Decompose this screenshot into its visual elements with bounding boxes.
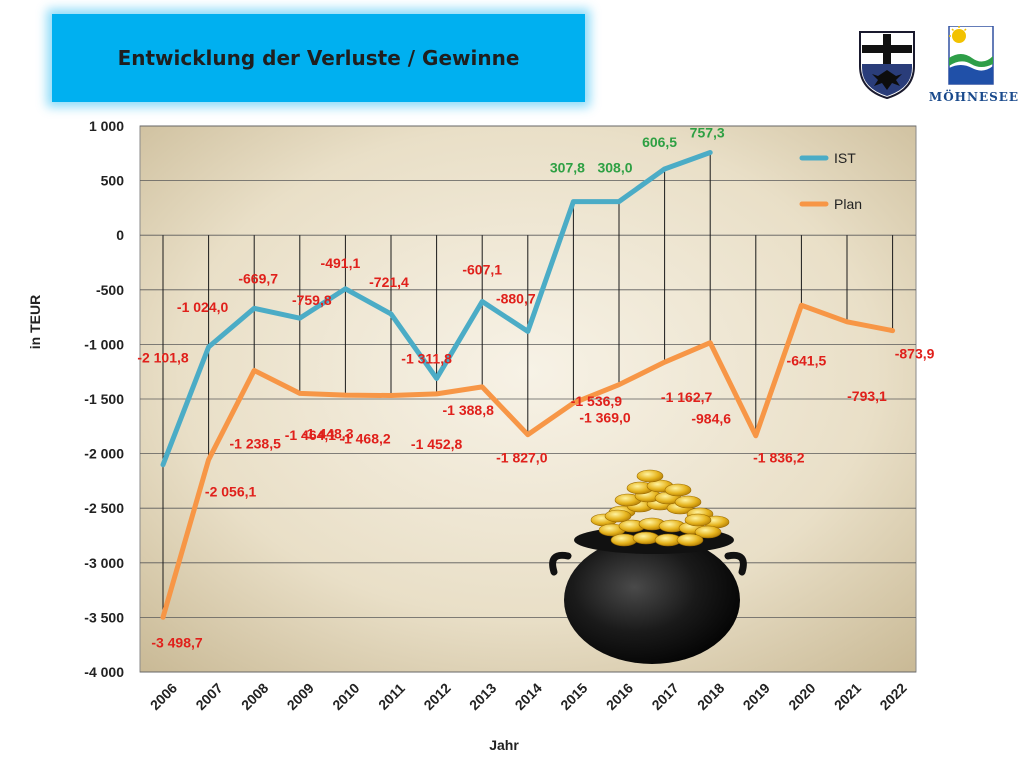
data-label: -641,5 — [787, 352, 827, 368]
gold-coin — [674, 495, 702, 509]
x-tick-label: 2006 — [147, 680, 180, 713]
y-tick-label: -2 500 — [84, 500, 124, 516]
y-axis-label: in TEUR — [27, 295, 43, 349]
data-labels: -2 101,8 -3 498,7 -1 024,0 -2 056,1 -669,7 -1… — [137, 125, 934, 651]
y-tick-label: -500 — [96, 282, 124, 298]
y-tick-label: -2 000 — [84, 446, 124, 462]
x-tick-label: 2013 — [466, 680, 499, 713]
data-label: -793,1 — [847, 388, 887, 404]
data-label: -669,7 — [238, 270, 278, 286]
pot-handle-right — [724, 551, 747, 576]
x-tick-label: 2022 — [876, 680, 909, 713]
series-lines — [160, 150, 896, 620]
x-tick-label: 2016 — [603, 680, 636, 713]
data-label: -1 536,9 — [571, 393, 623, 409]
data-label: -1 238,5 — [230, 435, 282, 451]
gold-coin — [694, 525, 722, 539]
series-line-ist — [160, 150, 713, 468]
y-tick-label: -1 000 — [84, 336, 124, 352]
page-title: Entwicklung der Verluste / Gewinne — [117, 46, 520, 70]
data-label: -1 162,7 — [661, 389, 713, 405]
data-label: -1 388,8 — [443, 402, 495, 418]
series-line-plan — [160, 302, 896, 620]
data-label: -607,1 — [462, 261, 502, 277]
y-tick-label: 500 — [101, 173, 125, 189]
gold-pot-image — [549, 469, 747, 664]
legend-label: IST — [834, 150, 856, 166]
moehnesee-logo-icon — [948, 26, 994, 85]
data-label: -1 452,8 — [411, 436, 463, 452]
x-tick-label: 2008 — [238, 680, 271, 713]
x-tick-label: 2019 — [740, 680, 773, 713]
y-tick-label: -3 500 — [84, 609, 124, 625]
data-label: -1 448,3 — [302, 425, 354, 441]
data-label: -1 468,2 — [339, 431, 391, 447]
y-tick-label: -1 500 — [84, 391, 124, 407]
gold-coin — [610, 533, 638, 547]
data-label: -1 836,2 — [753, 450, 805, 466]
data-label: -491,1 — [321, 255, 361, 271]
data-label: -880,7 — [496, 290, 536, 306]
x-tick-label: 2021 — [831, 680, 864, 713]
gold-coin — [664, 483, 692, 497]
x-tick-label: 2018 — [694, 680, 727, 713]
coat-of-arms-icon — [859, 31, 915, 100]
data-label: -1 024,0 — [177, 299, 229, 315]
gold-coin — [676, 533, 704, 547]
data-label: -1 311,8 — [401, 350, 452, 366]
gold-coin — [636, 469, 664, 483]
x-tick-label: 2009 — [284, 680, 317, 713]
logo-text: MÖHNESEE — [928, 90, 1020, 104]
legend: IST Plan — [799, 150, 862, 212]
data-label: -3 498,7 — [151, 634, 203, 650]
x-axis-label: Jahr — [489, 737, 519, 753]
pot-body — [564, 536, 740, 664]
y-tick-label: -4 000 — [84, 664, 124, 680]
data-label: -1 369,0 — [579, 410, 631, 426]
data-label: -2 101,8 — [137, 350, 189, 366]
data-label: -873,9 — [895, 346, 935, 362]
data-label: 606,5 — [642, 134, 677, 150]
x-axis-ticks: 2006 2007 2008 2009 2010 2011 2012 2013 2014 2015… — [147, 680, 910, 713]
data-label: -2 056,1 — [205, 484, 257, 500]
y-tick-label: 0 — [116, 227, 124, 243]
data-label: 308,0 — [597, 160, 632, 176]
y-tick-label: 1 000 — [89, 118, 124, 134]
x-tick-label: 2010 — [329, 680, 362, 713]
title-box: Entwicklung der Verluste / Gewinne — [52, 14, 585, 102]
gold-coin — [632, 531, 660, 545]
x-tick-label: 2007 — [192, 680, 225, 713]
data-label: 757,3 — [690, 125, 725, 141]
gold-coin — [604, 509, 632, 523]
y-tick-label: -3 000 — [84, 555, 124, 571]
x-tick-label: 2011 — [375, 680, 408, 713]
x-tick-label: 2015 — [557, 680, 590, 713]
legend-label: Plan — [834, 196, 862, 212]
data-label: -759,8 — [292, 292, 332, 308]
x-tick-label: 2020 — [785, 680, 818, 713]
x-tick-label: 2014 — [512, 680, 545, 713]
pot-handle-left — [549, 551, 572, 576]
data-label: -1 464,1 — [285, 427, 337, 443]
data-label: -1 827,0 — [496, 450, 548, 466]
x-tick-label: 2017 — [648, 680, 681, 713]
data-label: -984,6 — [691, 411, 731, 427]
data-label: -721,4 — [369, 274, 409, 290]
gold-coin — [684, 513, 712, 527]
x-tick-label: 2012 — [420, 680, 453, 713]
y-axis-ticks: 1 000 500 0 -500 -1 000 -1 500 -2 000 -2 500 -3 … — [84, 118, 124, 680]
data-label: 307,8 — [550, 160, 585, 176]
